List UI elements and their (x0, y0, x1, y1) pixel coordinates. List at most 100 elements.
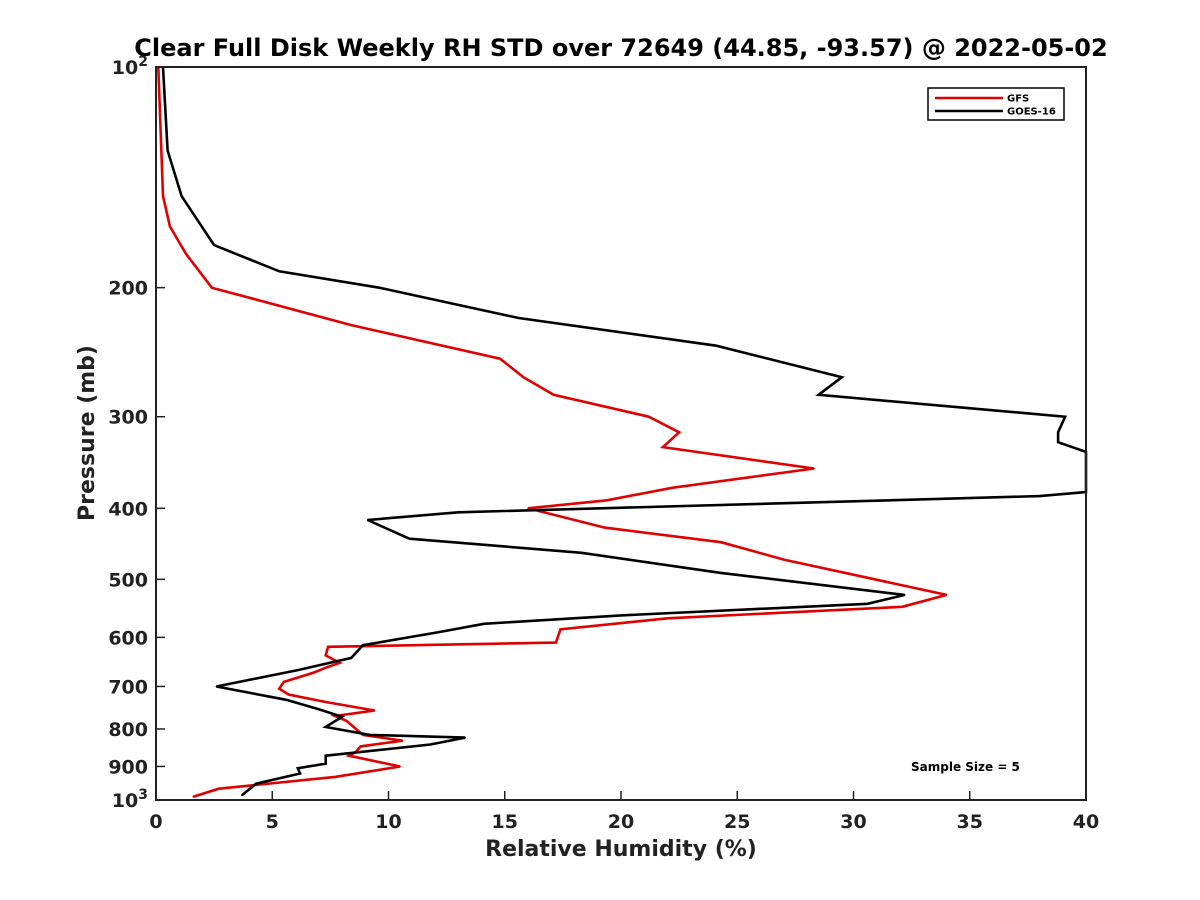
data-point-gfs-33 (373, 709, 376, 712)
data-point-goes16-2 (180, 195, 183, 197)
data-point-goes16-35 (464, 736, 467, 739)
data-point-gfs-1 (162, 195, 164, 197)
data-point-gfs-37 (401, 739, 404, 742)
data-point-goes16-31 (318, 708, 320, 711)
data-point-gfs-27 (324, 666, 327, 669)
x-tick-label-15: 15 (492, 811, 518, 833)
data-point-goes16-8 (841, 376, 843, 379)
data-point-goes16-30 (285, 699, 288, 701)
data-point-goes16-33 (324, 726, 327, 728)
data-point-goes16-3 (213, 244, 215, 246)
data-point-gfs-24 (327, 646, 329, 648)
data-point-gfs-19 (945, 594, 948, 596)
data-point-gfs-5 (350, 324, 353, 326)
x-tick-label-0: 0 (149, 811, 162, 833)
data-point-goes16-39 (297, 767, 299, 769)
data-point-goes16-4 (278, 270, 281, 273)
x-tick-label-40: 40 (1073, 811, 1099, 833)
data-point-goes16-28 (297, 669, 299, 671)
y-tick-label-700: 700 (108, 676, 148, 698)
y-tick-label-900: 900 (108, 756, 148, 778)
data-point-goes16-18 (408, 537, 411, 540)
data-point-goes16-19 (580, 552, 583, 554)
y-tick-label-400: 400 (108, 498, 148, 520)
data-point-goes16-11 (1057, 431, 1059, 434)
data-point-gfs-14 (606, 499, 608, 502)
legend-label-goes16: GOES-16 (1007, 107, 1056, 118)
data-point-goes16-42 (241, 794, 243, 796)
data-point-goes16-9 (817, 394, 820, 396)
data-point-goes16-41 (255, 782, 257, 785)
x-tick-label-10: 10 (375, 811, 401, 833)
data-point-goes16-34 (369, 734, 371, 736)
data-point-goes16-29 (215, 685, 218, 688)
x-tick-label-30: 30 (840, 811, 866, 833)
data-point-gfs-11 (662, 446, 664, 448)
data-point-goes16-27 (350, 657, 353, 659)
data-point-goes16-37 (324, 754, 327, 757)
data-point-gfs-40 (348, 754, 350, 757)
data-point-goes16-6 (517, 317, 520, 319)
data-point-gfs-28 (313, 671, 315, 674)
y-axis-label: Pressure (mb) (75, 345, 100, 521)
data-point-goes16-21 (903, 594, 906, 596)
data-point-gfs-2 (169, 225, 171, 228)
y-tick-label-1000: 103 (112, 787, 148, 812)
data-point-goes16-10 (1064, 415, 1066, 418)
data-point-gfs-21 (666, 617, 669, 620)
data-point-goes16-12 (1057, 441, 1059, 444)
data-point-gfs-38 (359, 745, 362, 748)
x-tick-label-5: 5 (266, 811, 279, 833)
data-point-goes16-1 (166, 149, 169, 152)
y-tick-label-100: 102 (112, 54, 148, 79)
data-point-gfs-8 (552, 394, 555, 396)
data-point-gfs-44 (192, 796, 194, 798)
data-point-goes16-7 (715, 344, 718, 347)
data-point-goes16-25 (438, 631, 441, 633)
legend-box (927, 87, 1065, 121)
data-point-goes16-24 (483, 623, 485, 625)
x-tick-label-25: 25 (724, 811, 750, 833)
data-point-gfs-9 (648, 415, 650, 418)
ticks-layer: 0 5 10 15 20 25 30 35 40 102 200 300 400 500 600 700 800… (108, 54, 1099, 833)
data-point-gfs-42 (334, 776, 336, 778)
data-point-gfs-4 (211, 286, 213, 289)
data-point-gfs-17 (720, 541, 722, 543)
data-point-goes16-15 (1038, 495, 1041, 497)
data-point-gfs-30 (278, 687, 281, 690)
data-point-gfs-20 (901, 606, 904, 608)
data-point-gfs-25 (324, 654, 327, 657)
x-tick-label-35: 35 (957, 811, 983, 833)
data-point-goes16-32 (341, 716, 343, 718)
chart-title: Clear Full Disk Weekly RH STD over 72649… (134, 34, 1107, 62)
data-point-goes16-16 (457, 511, 460, 514)
data-point-gfs-18 (783, 558, 785, 561)
legend-label-gfs: GFS (1007, 94, 1029, 105)
y-tick-label-600: 600 (108, 627, 148, 649)
data-point-goes16-23 (620, 614, 622, 617)
data-point-gfs-29 (283, 681, 285, 683)
data-point-gfs-12 (813, 467, 815, 470)
data-point-gfs-13 (671, 487, 673, 489)
data-point-goes16-5 (378, 286, 381, 289)
data-point-goes16-38 (324, 762, 327, 765)
data-point-goes16-20 (720, 572, 722, 574)
x-axis-label: Relative Humidity (%) (485, 837, 757, 862)
data-point-gfs-41 (399, 765, 401, 768)
sample-size-annotation: Sample Size = 5 (911, 760, 1020, 774)
data-point-goes16-26 (362, 644, 364, 646)
data-point-gfs-32 (324, 701, 327, 703)
data-point-gfs-7 (522, 376, 525, 379)
data-point-gfs-26 (338, 662, 341, 664)
data-point-gfs-16 (603, 526, 606, 529)
data-point-gfs-6 (499, 357, 501, 360)
data-point-gfs-22 (559, 628, 562, 631)
data-point-gfs-31 (287, 693, 290, 696)
y-tick-label-200: 200 (108, 278, 148, 300)
data-point-goes16-17 (366, 519, 369, 521)
data-point-gfs-10 (678, 431, 680, 434)
data-point-goes16-22 (866, 603, 869, 605)
data-point-gfs-3 (185, 253, 187, 255)
